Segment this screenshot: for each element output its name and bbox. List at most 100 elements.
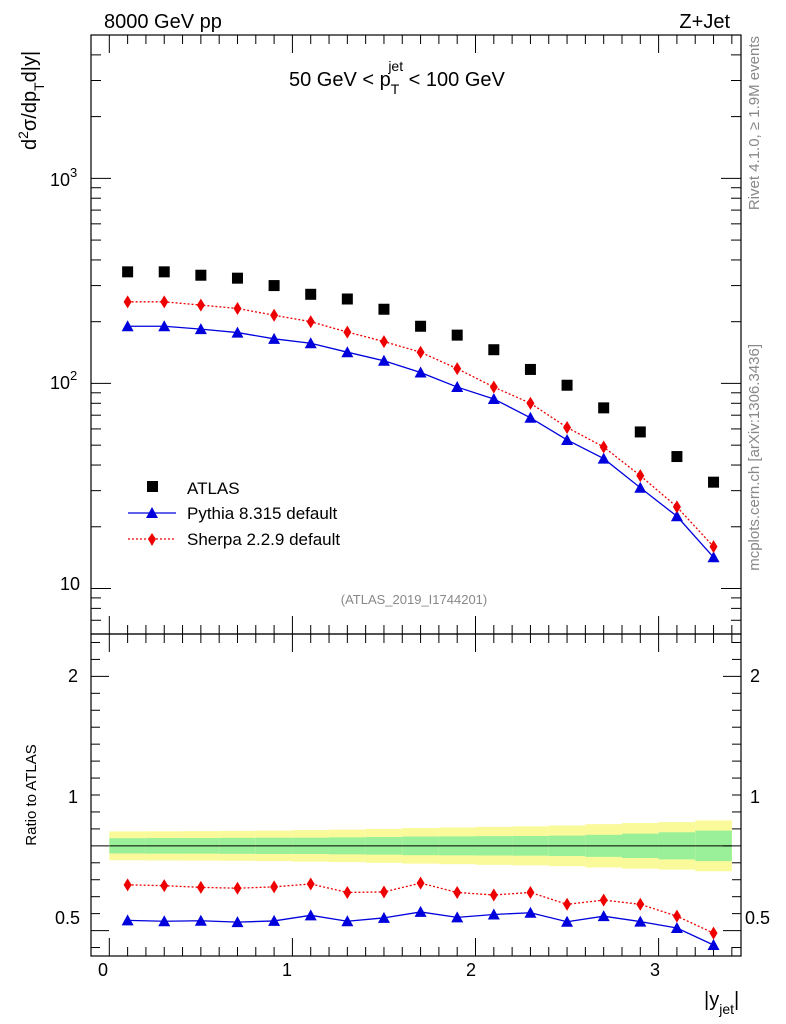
process-label: Z+Jet <box>679 11 730 33</box>
data-point-pythia <box>304 337 317 349</box>
data-point-atlas <box>708 476 720 488</box>
legend-sherpa-marker <box>148 533 156 546</box>
data-point-atlas <box>305 288 317 300</box>
series-line-sherpa <box>127 301 715 548</box>
data-point-sherpa <box>160 295 169 309</box>
data-point-sherpa <box>563 420 572 434</box>
data-point-sherpa <box>526 396 535 410</box>
main-axis-ticks <box>90 34 741 635</box>
data-point-pythia <box>597 452 610 464</box>
ratio-point-pythia <box>158 915 171 927</box>
xtick-2: 2 <box>466 960 476 980</box>
ratio-point-sherpa <box>489 888 498 902</box>
data-point-sherpa <box>709 540 718 554</box>
data-point-atlas <box>598 402 610 414</box>
main-series-layer <box>121 266 720 563</box>
ratio-uncertainty-bands <box>109 820 732 872</box>
ratio-point-sherpa <box>416 876 425 890</box>
ratio-point-sherpa <box>306 877 315 891</box>
ratio-point-sherpa <box>526 885 535 899</box>
data-point-atlas <box>158 266 170 278</box>
data-point-sherpa <box>453 362 462 376</box>
data-point-pythia <box>451 381 464 393</box>
rivet-label: Rivet 4.1.0, ≥ 1.9M events <box>746 36 763 210</box>
data-point-sherpa <box>672 500 681 514</box>
data-point-atlas <box>378 303 390 315</box>
ratio-point-pythia <box>121 914 134 926</box>
data-point-pythia <box>268 332 281 344</box>
data-point-atlas <box>561 379 573 391</box>
ratio-point-sherpa <box>270 880 279 894</box>
data-point-pythia <box>158 320 171 332</box>
mcplots-label: mcplots.cern.ch [arXiv:1306.3436] <box>746 344 763 571</box>
main-ylabel: d2σ/dpTd|y| <box>15 51 47 150</box>
ratio-point-sherpa <box>233 881 242 895</box>
data-point-sherpa <box>379 335 388 349</box>
ratio-ytick-2-right: 2 <box>750 666 760 686</box>
data-point-sherpa <box>343 325 352 339</box>
analysis-watermark: (ATLAS_2019_I1744201) <box>341 592 487 607</box>
ratio-point-pythia <box>487 908 500 920</box>
data-point-pythia <box>670 510 683 522</box>
data-point-atlas <box>524 363 536 375</box>
data-point-atlas <box>415 320 427 332</box>
legend: ATLAS Pythia 8.315 default Sherpa 2.2.9 … <box>128 479 340 549</box>
xtick-1: 1 <box>282 960 292 980</box>
ratio-ytick-1-left: 1 <box>68 787 78 807</box>
data-point-sherpa <box>636 469 645 483</box>
data-point-pythia <box>121 320 134 332</box>
data-point-pythia <box>341 346 354 358</box>
ratio-point-sherpa <box>563 897 572 911</box>
ratio-point-pythia <box>451 911 464 923</box>
ytick-label-10: 10 <box>60 574 80 594</box>
ratio-point-sherpa <box>123 878 132 892</box>
legend-pythia-marker <box>146 507 158 518</box>
ratio-ylabel: Ratio to ATLAS <box>23 744 40 845</box>
ratio-point-pythia <box>597 910 610 922</box>
ratio-point-pythia <box>268 914 281 926</box>
data-point-atlas <box>195 269 207 281</box>
data-point-atlas <box>488 344 500 356</box>
title-tail: < 100 GeV <box>403 69 505 91</box>
data-point-atlas <box>451 329 463 341</box>
data-point-sherpa <box>123 295 132 309</box>
ratio-point-pythia <box>304 909 317 921</box>
ratio-point-sherpa <box>196 880 205 894</box>
legend-sherpa-label: Sherpa 2.2.9 default <box>187 530 340 549</box>
ytick-label-100: 102 <box>50 368 77 393</box>
ratio-point-pythia <box>561 915 574 927</box>
ratio-ytick-2-left: 2 <box>68 666 78 686</box>
xlabel: |yjet| <box>704 989 739 1017</box>
legend-atlas-label: ATLAS <box>187 479 240 498</box>
ratio-point-pythia <box>194 914 207 926</box>
ratio-point-sherpa <box>636 897 645 911</box>
data-point-sherpa <box>270 308 279 322</box>
ratio-line-sherpa <box>127 882 714 934</box>
data-point-sherpa <box>489 380 498 394</box>
title-sup: jet <box>387 58 403 74</box>
legend-atlas-marker <box>147 481 158 492</box>
energy-label: 8000 GeV pp <box>104 11 222 33</box>
ratio-ytick-1-right: 1 <box>750 787 760 807</box>
data-point-sherpa <box>306 315 315 329</box>
data-point-sherpa <box>233 301 242 315</box>
plot-title: 50 GeV < pTjet < 100 GeV <box>289 58 506 97</box>
ratio-point-pythia <box>377 911 390 923</box>
ratio-ytick-05-right: 0.5 <box>745 908 770 928</box>
data-point-pythia <box>634 481 647 493</box>
data-point-atlas <box>122 266 134 278</box>
data-point-pythia <box>231 326 244 338</box>
ratio-point-pythia <box>634 915 647 927</box>
xtick-3: 3 <box>650 960 660 980</box>
ratio-point-sherpa <box>343 885 352 899</box>
data-point-pythia <box>487 392 500 404</box>
data-point-atlas <box>671 451 683 463</box>
ratio-frame-rect <box>90 633 742 957</box>
ratio-plot-frame <box>90 633 742 957</box>
ratio-axis-ticks <box>90 634 741 956</box>
data-point-sherpa <box>196 298 205 312</box>
xtick-0: 0 <box>98 960 108 980</box>
ratio-ytick-05-left: 0.5 <box>55 908 80 928</box>
ratio-point-pythia <box>524 906 537 918</box>
